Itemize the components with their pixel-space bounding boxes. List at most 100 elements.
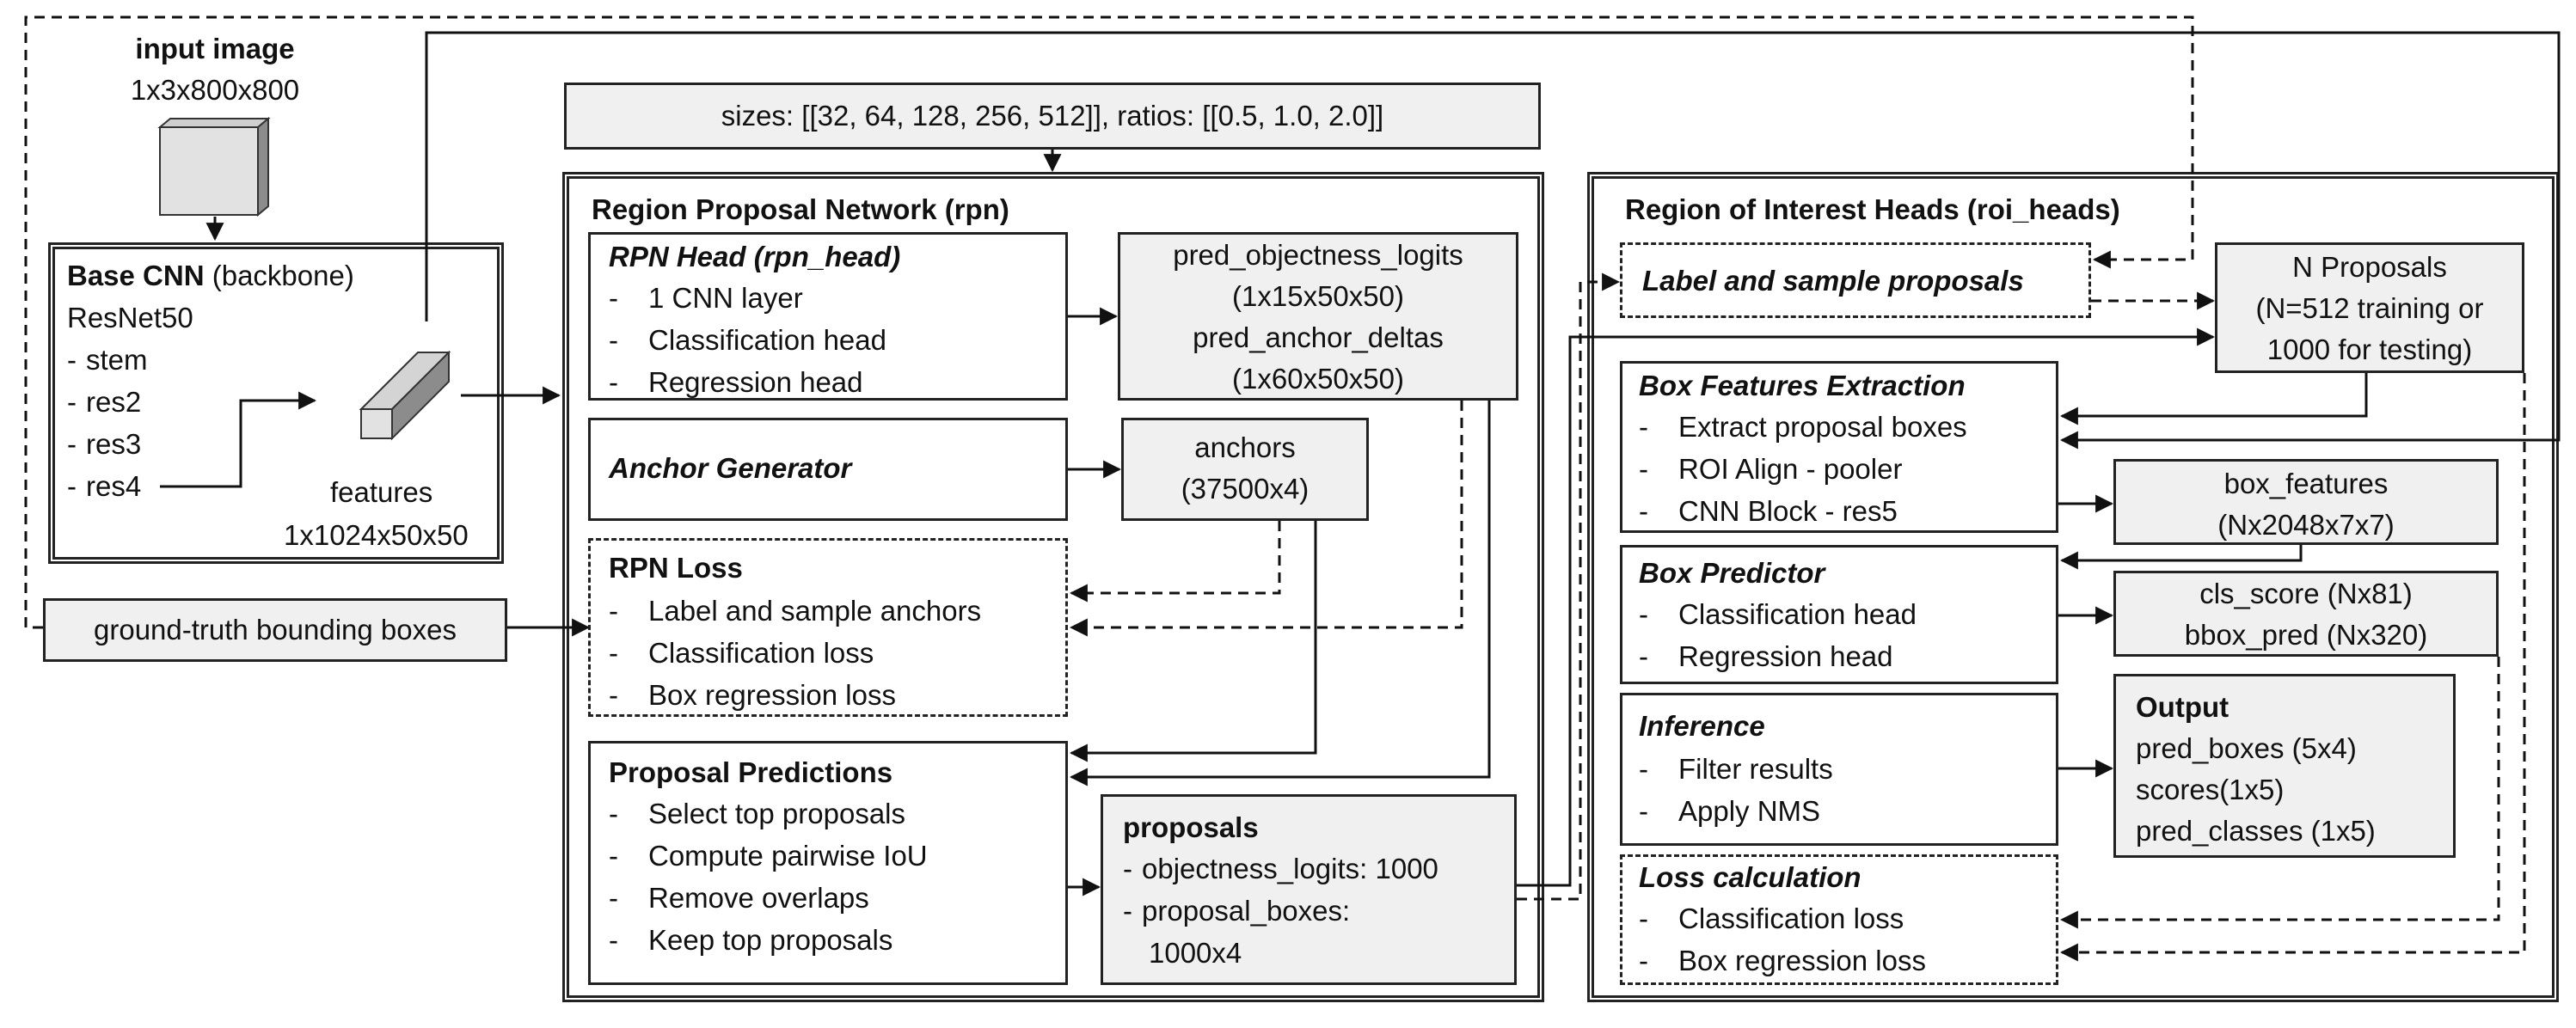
- cls-score-label: cls_score (Nx81): [2199, 578, 2413, 609]
- anchors-label: anchors: [1194, 431, 1296, 463]
- features-block-icon: [359, 350, 451, 441]
- proposal-predictions-item: Keep top proposals: [609, 919, 928, 961]
- loss-calculation-title: Loss calculation: [1639, 861, 1861, 893]
- backbone-stage: res4: [67, 465, 148, 507]
- box-features-shape: (Nx2048x7x7): [2217, 509, 2395, 541]
- proposal-predictions-item: Remove overlaps: [609, 877, 928, 919]
- proposals-item: objectness_logits: 1000: [1123, 847, 1438, 890]
- backbone-stage: res2: [67, 381, 148, 423]
- proposal-predictions-list: Select top proposals Compute pairwise Io…: [609, 792, 928, 961]
- arrow-head-outputs-to-proposal-predictions: [1069, 401, 1491, 786]
- base-cnn-model: ResNet50: [67, 302, 193, 333]
- box-predictor-title: Box Predictor: [1639, 557, 1825, 589]
- n-proposals-testing: 1000 for testing): [2266, 333, 2473, 365]
- anchor-params-label: sizes: [[32, 64, 128, 256, 512]], ratios…: [721, 100, 1384, 132]
- features-size: 1x1024x50x50: [284, 519, 469, 551]
- rpn-loss-list: Label and sample anchors Classification …: [609, 590, 981, 716]
- box-predictor-list: Classification head Regression head: [1639, 593, 1917, 677]
- box-predictor-item: Classification head: [1639, 593, 1917, 635]
- input-image-size: 1x3x800x800: [130, 74, 300, 106]
- ground-truth-label: ground-truth bounding boxes: [94, 614, 457, 646]
- box-features-box: [2113, 459, 2499, 545]
- n-proposals-training: (N=512 training or: [2255, 292, 2484, 324]
- rpn-head-title: RPN Head (rpn_head): [609, 241, 901, 272]
- arrow-proposals-to-n-proposals: [1517, 327, 2216, 887]
- dashed-anchors-to-rpn-loss: [1069, 521, 1281, 603]
- pred-anchor-deltas-shape: (1x60x50x50): [1232, 363, 1404, 395]
- output-title: Output: [2136, 691, 2229, 723]
- dashed-predictor-outputs-to-loss-calc: [2059, 657, 2500, 929]
- pred-objectness-logits-label: pred_objectness_logits: [1173, 239, 1463, 271]
- features-label: features: [330, 476, 433, 508]
- anchor-params-box: [564, 83, 1541, 150]
- inference-item: Apply NMS: [1639, 790, 1833, 832]
- inference-item: Filter results: [1639, 748, 1833, 790]
- input-image-cube-icon: [157, 117, 271, 217]
- anchor-generator-label: Anchor Generator: [609, 452, 852, 484]
- rpn-loss-item: Classification loss: [609, 632, 981, 674]
- loss-calculation-list: Classification loss Box regression loss: [1639, 897, 1926, 982]
- proposal-predictions-item: Select top proposals: [609, 792, 928, 835]
- arrow-n-proposals-to-box-features-extraction: [2059, 373, 2368, 425]
- backbone-stage-list: stem res2 res3 res4: [67, 339, 148, 507]
- inference-list: Filter results Apply NMS: [1639, 748, 1833, 832]
- rpn-head-outputs-box: [1118, 232, 1518, 401]
- box-features-label: box_features: [2223, 468, 2389, 499]
- rpn-head-item: Classification head: [609, 319, 886, 361]
- dashed-n-proposals-to-loss-calc: [2059, 373, 2526, 962]
- arrow-res4-to-features: [160, 391, 317, 488]
- label-sample-proposals-label: Label and sample proposals: [1642, 265, 2024, 297]
- anchors-box: [1121, 418, 1369, 521]
- anchor-generator-box: [588, 418, 1068, 521]
- pred-objectness-logits-shape: (1x15x50x50): [1232, 280, 1404, 312]
- rpn-loss-item: Label and sample anchors: [609, 590, 981, 632]
- roi-heads-title: Region of Interest Heads (roi_heads): [1625, 193, 2120, 225]
- backbone-stage: res3: [67, 423, 148, 465]
- dashed-head-outputs-to-rpn-loss: [1069, 401, 1463, 637]
- output-scores: scores(1x5): [2136, 774, 2285, 805]
- proposal-predictions-item: Compute pairwise IoU: [609, 835, 928, 877]
- loss-calculation-item: Classification loss: [1639, 897, 1926, 939]
- inference-title: Inference: [1639, 710, 1765, 742]
- rpn-loss-item: Box regression loss: [609, 674, 981, 716]
- box-features-extraction-item: Extract proposal boxes: [1639, 406, 1967, 448]
- input-image-title: input image: [135, 33, 295, 64]
- box-features-extraction-item: ROI Align - pooler: [1639, 448, 1967, 490]
- arrow-box-features-to-predictor: [2059, 545, 2303, 570]
- proposals-boxes-shape: 1000x4: [1149, 937, 1242, 969]
- rpn-loss-title: RPN Loss: [609, 552, 743, 584]
- box-features-extraction-item: CNN Block - res5: [1639, 490, 1967, 532]
- output-pred-classes: pred_classes (1x5): [2136, 815, 2376, 847]
- proposals-item: proposal_boxes:: [1123, 890, 1438, 932]
- base-cnn-subtitle: (backbone): [212, 260, 354, 291]
- proposal-predictions-title: Proposal Predictions: [609, 756, 893, 788]
- box-predictor-item: Regression head: [1639, 635, 1917, 677]
- predictor-outputs-box: [2113, 571, 2499, 657]
- arrow-anchors-to-proposal-predictions: [1069, 521, 1317, 762]
- dashed-proposals-to-label-sample: [1517, 272, 1621, 901]
- proposals-title: proposals: [1123, 811, 1259, 843]
- arrow-features-to-box-features-extraction: [425, 31, 2561, 450]
- rpn-title: Region Proposal Network (rpn): [592, 193, 1009, 225]
- n-proposals-box: [2215, 242, 2524, 373]
- bbox-pred-label: bbox_pred (Nx320): [2184, 619, 2428, 651]
- pred-anchor-deltas-label: pred_anchor_deltas: [1193, 321, 1444, 353]
- rpn-head-item: Regression head: [609, 361, 886, 403]
- base-cnn-title: Base CNN (backbone): [67, 254, 354, 297]
- anchors-shape: (37500x4): [1181, 473, 1309, 505]
- output-pred-boxes: pred_boxes (5x4): [2136, 732, 2357, 764]
- dashed-ground-truth-to-label-sample: [24, 15, 2194, 629]
- box-features-extraction-title: Box Features Extraction: [1639, 370, 1966, 401]
- rpn-head-list: 1 CNN layer Classification head Regressi…: [609, 277, 886, 403]
- output-box: [2113, 674, 2456, 858]
- loss-calculation-item: Box regression loss: [1639, 939, 1926, 982]
- rpn-head-item: 1 CNN layer: [609, 277, 886, 319]
- backbone-stage: stem: [67, 339, 148, 381]
- n-proposals-title: N Proposals: [2292, 251, 2447, 283]
- proposals-list: objectness_logits: 1000 proposal_boxes:: [1123, 847, 1438, 932]
- box-features-extraction-list: Extract proposal boxes ROI Align - poole…: [1639, 406, 1967, 532]
- ground-truth-box: [43, 598, 507, 662]
- base-cnn-label: Base CNN: [67, 260, 205, 291]
- label-sample-proposals-box: [1620, 242, 2091, 318]
